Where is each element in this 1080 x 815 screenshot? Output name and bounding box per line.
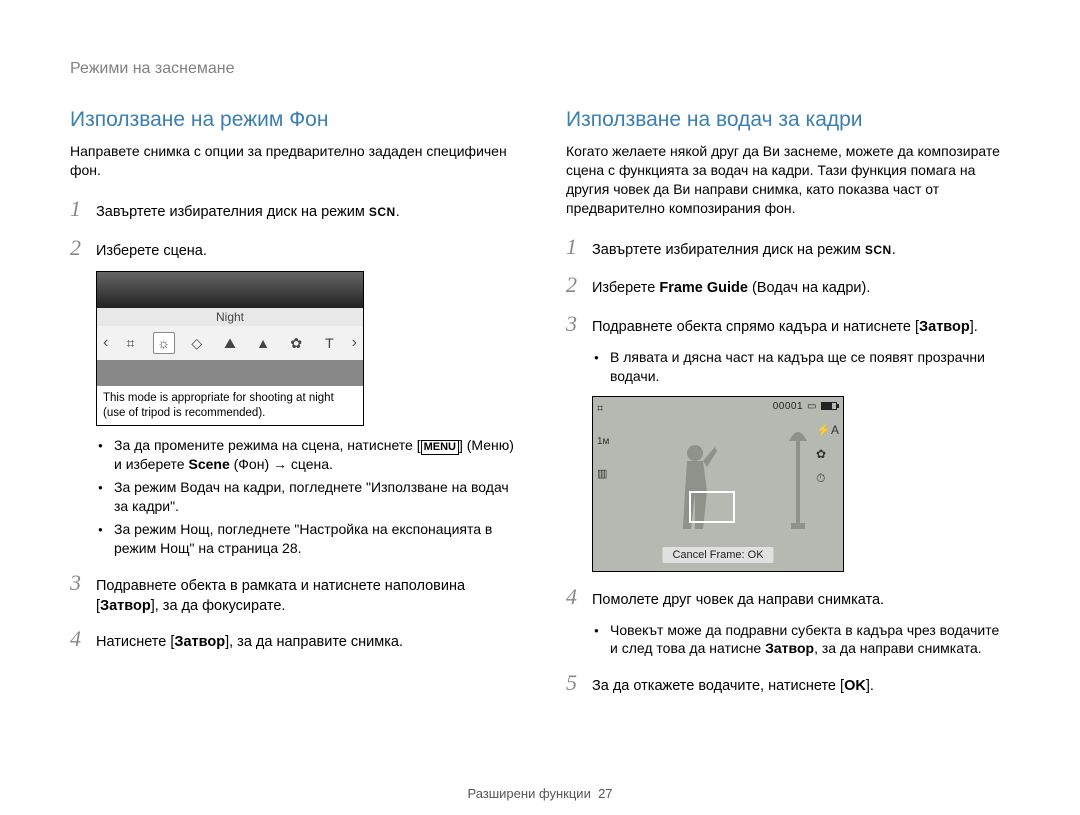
right-osd-icons: ⚡A ✿ ⏱ bbox=[816, 423, 839, 486]
rstep5-text: За да откажете водачите, натиснете [ bbox=[592, 678, 844, 694]
bullet-item: В лявата и дясна част на кадъра ще се по… bbox=[594, 348, 1010, 386]
night-label: Night bbox=[97, 308, 363, 326]
shutter-bold: Затвор bbox=[765, 640, 814, 656]
ok-bold: OK bbox=[844, 678, 866, 694]
right-step-1: 1 Завъртете избирателния диск на режим S… bbox=[566, 232, 1010, 263]
breadcrumb: Режими на заснемане bbox=[70, 60, 1010, 78]
right-step-2: 2 Изберете Frame Guide (Водач на кадри). bbox=[566, 270, 1010, 301]
rstep3-text: ]. bbox=[970, 319, 978, 335]
rstep4-text: Помолете друг човек да направи снимката. bbox=[592, 590, 1010, 610]
bullet-item: За режим Водач на кадри, погледнете "Изп… bbox=[98, 478, 514, 516]
left-step-4: 4 Натиснете [Затвор], за да направите сн… bbox=[70, 624, 514, 655]
bullet-text: (Фон) → сцена. bbox=[230, 456, 333, 472]
scn-icon: SCN bbox=[369, 205, 396, 219]
sd-icon: ▭ bbox=[807, 401, 817, 412]
right-step-3: 3 Подравнете обекта спрямо кадъра и нати… bbox=[566, 309, 1010, 340]
scene-icon: ▲ bbox=[252, 332, 274, 354]
left-title: Използване на режим Фон bbox=[70, 108, 514, 132]
frame-guide-screenshot: 00001 ▭ ⌗ 1м ▥ ⚡A ✿ ⏱ bbox=[592, 396, 844, 572]
left-bullets: За да промените режима на сцена, натисне… bbox=[70, 436, 514, 558]
step-number: 3 bbox=[70, 568, 96, 599]
bullet-item: Човекът може да подравни субекта в кадър… bbox=[594, 621, 1010, 659]
left-step-2: 2 Изберете сцена. bbox=[70, 233, 514, 264]
scene-icon-selected: ☼ bbox=[153, 332, 175, 354]
shot-counter: 00001 bbox=[773, 401, 803, 412]
step-number: 1 bbox=[566, 232, 592, 263]
right-sub4: Човекът може да подравни субекта в кадър… bbox=[566, 621, 1010, 659]
scene-bold: Scene bbox=[188, 456, 229, 472]
timer-icon: ⏱ bbox=[816, 471, 839, 486]
right-intro: Когато желаете някой друг да Ви заснеме,… bbox=[566, 142, 1010, 218]
quality-icon: ▥ bbox=[597, 467, 609, 480]
step-number: 5 bbox=[566, 668, 592, 699]
step-number: 1 bbox=[70, 194, 96, 225]
left-osd-icons: ⌗ 1м ▥ bbox=[597, 403, 609, 480]
night-mode-screenshot: Night ‹ ⌗ ☼ ◇ ⛰ ▲ ✿ T › This mode is app… bbox=[96, 271, 364, 426]
step3-text: ], за да фокусирате. bbox=[151, 598, 286, 614]
footer-label: Разширени функции bbox=[467, 786, 590, 801]
shutter-bold: Затвор bbox=[174, 634, 225, 650]
page-footer: Разширени функции 27 bbox=[0, 786, 1080, 801]
left-step-1: 1 Завъртете избирателния диск на режим S… bbox=[70, 194, 514, 225]
step4-text: ], за да направите снимка. bbox=[225, 634, 403, 650]
step2-text: Изберете сцена. bbox=[96, 241, 514, 261]
shutter-bold: Затвор bbox=[919, 319, 970, 335]
night-description: This mode is appropriate for shooting at… bbox=[97, 386, 363, 425]
right-title: Използване на водач за кадри bbox=[566, 108, 1010, 132]
rstep2-text: Изберете bbox=[592, 280, 659, 296]
rstep1-post: . bbox=[892, 242, 896, 258]
menu-icon: MENU bbox=[421, 440, 459, 455]
chevron-left-icon: ‹ bbox=[103, 334, 108, 352]
step1-text-pre: Завъртете избирателния диск на режим bbox=[96, 204, 369, 220]
macro-icon: ✿ bbox=[816, 447, 839, 461]
chevron-right-icon: › bbox=[352, 334, 357, 352]
bullet-item: За да промените режима на сцена, натисне… bbox=[98, 436, 514, 474]
step-number: 2 bbox=[70, 233, 96, 264]
rstep3-text: Подравнете обекта спрямо кадъра и натисн… bbox=[592, 319, 919, 335]
left-intro: Направете снимка с опции за предварителн… bbox=[70, 142, 514, 180]
counter-bar: 00001 ▭ bbox=[773, 401, 837, 412]
footer-page: 27 bbox=[598, 786, 612, 801]
right-step-4: 4 Помолете друг човек да направи снимкат… bbox=[566, 582, 1010, 613]
scene-icon: ⌗ bbox=[119, 332, 141, 354]
flash-icon: ⚡A bbox=[816, 423, 839, 437]
rstep1-text: Завъртете избирателния диск на режим bbox=[592, 242, 865, 258]
size-icon: 1м bbox=[597, 436, 609, 447]
scene-icon: ◇ bbox=[186, 332, 208, 354]
scene-icon: ✿ bbox=[285, 332, 307, 354]
right-step-5: 5 За да откажете водачите, натиснете [OK… bbox=[566, 668, 1010, 699]
bullet-item: За режим Нощ, погледнете "Настройка на е… bbox=[98, 520, 514, 558]
frame-guide-bold: Frame Guide bbox=[659, 280, 748, 296]
right-column: Използване на водач за кадри Когато жела… bbox=[566, 108, 1010, 707]
step-number: 2 bbox=[566, 270, 592, 301]
mode-icon: ⌗ bbox=[597, 403, 609, 416]
shutter-bold: Затвор bbox=[100, 598, 151, 614]
night-preview bbox=[97, 272, 363, 308]
af-bracket-icon bbox=[689, 491, 735, 523]
bullet-text: За да промените режима на сцена, натисне… bbox=[114, 437, 421, 453]
left-step-3: 3 Подравнете обекта в рамката и натиснет… bbox=[70, 568, 514, 617]
step-number: 4 bbox=[566, 582, 592, 613]
step-number: 4 bbox=[70, 624, 96, 655]
night-mid-bar bbox=[97, 360, 363, 386]
step-number: 3 bbox=[566, 309, 592, 340]
lamp-silhouette-icon bbox=[787, 423, 809, 529]
scene-icon-row: ‹ ⌗ ☼ ◇ ⛰ ▲ ✿ T › bbox=[97, 326, 363, 360]
cancel-frame-label: Cancel Frame: OK bbox=[662, 547, 773, 563]
right-sub3: В лявата и дясна част на кадъра ще се по… bbox=[566, 348, 1010, 386]
rstep5-text: ]. bbox=[866, 678, 874, 694]
scene-icon: ⛰ bbox=[219, 332, 241, 354]
content-columns: Използване на режим Фон Направете снимка… bbox=[70, 108, 1010, 707]
left-column: Използване на режим Фон Направете снимка… bbox=[70, 108, 514, 707]
scn-icon: SCN bbox=[865, 243, 892, 257]
step1-text-post: . bbox=[396, 204, 400, 220]
scene-icon: T bbox=[318, 332, 340, 354]
step4-text: Натиснете [ bbox=[96, 634, 174, 650]
rstep2-text: (Водач на кадри). bbox=[748, 280, 870, 296]
sub4-text: , за да направи снимката. bbox=[814, 640, 982, 656]
battery-icon bbox=[821, 402, 837, 410]
